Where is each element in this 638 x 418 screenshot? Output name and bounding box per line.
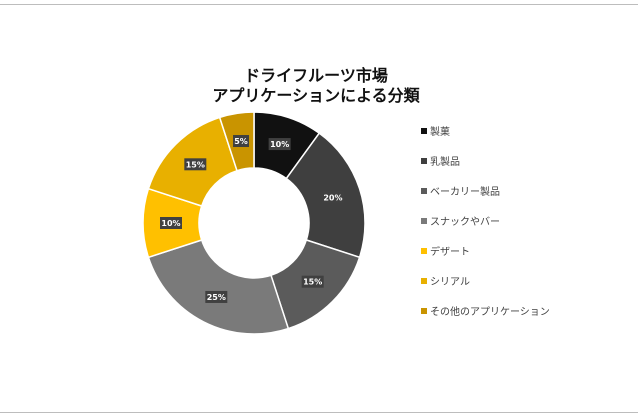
data-label-text: 20% [323,193,342,202]
data-label-1: 10% [268,138,291,151]
data-label-text: 15% [186,160,205,169]
chart-title-line-2: アプリケーションによる分類 [212,86,420,105]
legend-label: 製菓 [430,125,450,138]
legend-item-7: その他のアプリケーション [421,305,550,318]
legend-swatch [421,308,427,314]
data-label-6: 15% [184,158,207,171]
legend-item-2: 乳製品 [421,155,460,168]
legend-swatch [421,158,427,164]
data-label-text: 5% [234,137,248,146]
data-label-box [233,135,250,148]
data-label-2: 20% [321,191,344,204]
legend-item-6: シリアル [421,277,470,288]
legend-swatch [421,278,427,284]
donut-slice-4 [147,239,290,335]
data-label-5: 10% [160,217,182,229]
data-label-4: 25% [205,290,228,303]
data-label-3: 15% [301,275,324,288]
data-label-box [301,275,324,288]
legend-swatch [421,128,427,134]
data-label-text: 10% [161,219,180,228]
legend-swatch [421,188,427,194]
data-label-text: 25% [207,293,226,302]
legend-label: その他のアプリケーション [430,305,550,318]
data-label-box [268,138,291,151]
data-label-box [160,217,182,229]
legend-label: シリアル [430,277,470,288]
legend-item-5: デザート [421,245,470,258]
legend-item-3: ベーカリー製品 [421,185,500,198]
legend-label: ベーカリー製品 [430,185,500,198]
legend-label: デザート [430,245,470,258]
data-label-text: 15% [303,278,322,287]
legend-label: スナックやバー [430,216,500,228]
data-label-box [184,158,207,171]
data-labels: 10% 20% 15% 25% 10% 15% 5% [160,135,344,303]
data-label-box [321,191,344,204]
legend-item-4: スナックやバー [421,216,500,228]
data-label-7: 5% [233,135,250,148]
bottom-rule [0,412,638,413]
legend-swatch [421,248,427,254]
chart-title-line-1: ドライフルーツ市場 [244,66,388,85]
legend-label: 乳製品 [430,155,460,168]
data-label-box [205,290,228,303]
chart-title: ドライフルーツ市場 アプリケーションによる分類 [212,66,420,105]
top-rule [0,4,638,5]
legend-swatch [421,218,427,224]
legend-item-1: 製菓 [421,125,450,138]
data-label-text: 10% [270,140,289,149]
